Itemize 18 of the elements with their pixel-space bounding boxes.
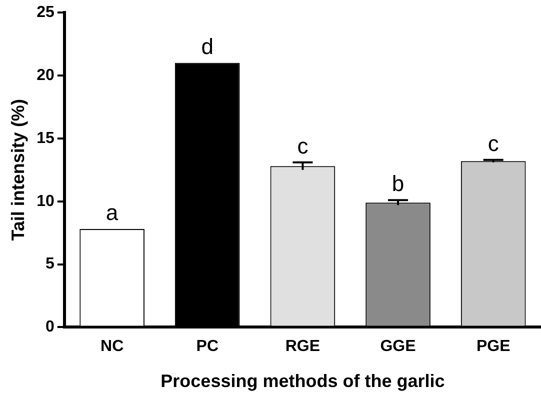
x-tick-label: NC — [100, 338, 124, 356]
y-axis-title: Tail intensity (%) — [8, 99, 28, 241]
y-tick-label: 25 — [36, 4, 54, 22]
data-label: b — [392, 171, 404, 196]
x-tick-label: GGE — [380, 338, 416, 356]
y-tick-label: 10 — [36, 192, 54, 210]
x-axis-title: Processing methods of the garlic — [160, 371, 445, 392]
x-tick-label: PGE — [476, 338, 511, 356]
y-tick-label: 0 — [45, 318, 54, 336]
x-tick-label: PC — [196, 338, 219, 356]
data-label: d — [201, 34, 214, 59]
data-label: a — [106, 200, 119, 226]
x-tick-label: RGE — [285, 338, 320, 356]
data-label: c — [488, 130, 499, 156]
y-tick-label: 5 — [45, 256, 54, 273]
data-label: c — [297, 133, 308, 158]
y-tick-label: 15 — [36, 130, 54, 147]
y-tick-label: 20 — [36, 66, 54, 84]
